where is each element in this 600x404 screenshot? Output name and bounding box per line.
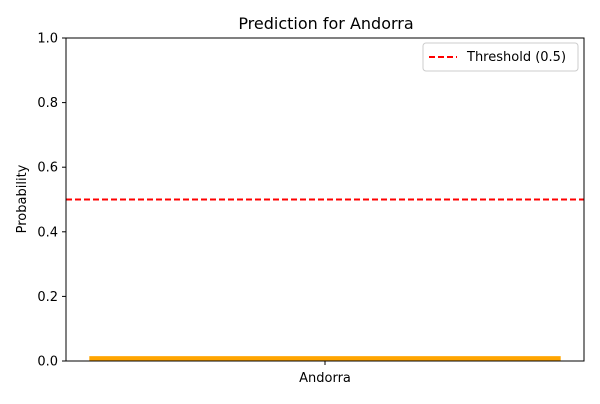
y-tick-label: 0.4 xyxy=(37,225,58,240)
legend: Threshold (0.5) xyxy=(422,42,579,72)
x-tick-label: Andorra xyxy=(299,371,351,386)
x-ticks: Andorra xyxy=(299,361,351,386)
bar-andorra xyxy=(89,356,561,361)
bars-layer xyxy=(89,356,561,361)
y-tick-label: 1.0 xyxy=(37,32,58,47)
y-tick-label: 0.0 xyxy=(37,355,58,370)
y-tick-label: 0.8 xyxy=(37,96,58,111)
y-ticks: 0.0 0.2 0.4 0.6 0.8 1.0 xyxy=(37,32,66,370)
chart-title: Prediction for Andorra xyxy=(238,14,413,33)
y-tick-label: 0.6 xyxy=(37,161,58,176)
legend-threshold-label: Threshold (0.5) xyxy=(466,50,566,65)
legend-box xyxy=(422,42,579,72)
y-axis-label: Probability xyxy=(15,164,30,233)
y-tick-label: 0.2 xyxy=(37,290,58,305)
